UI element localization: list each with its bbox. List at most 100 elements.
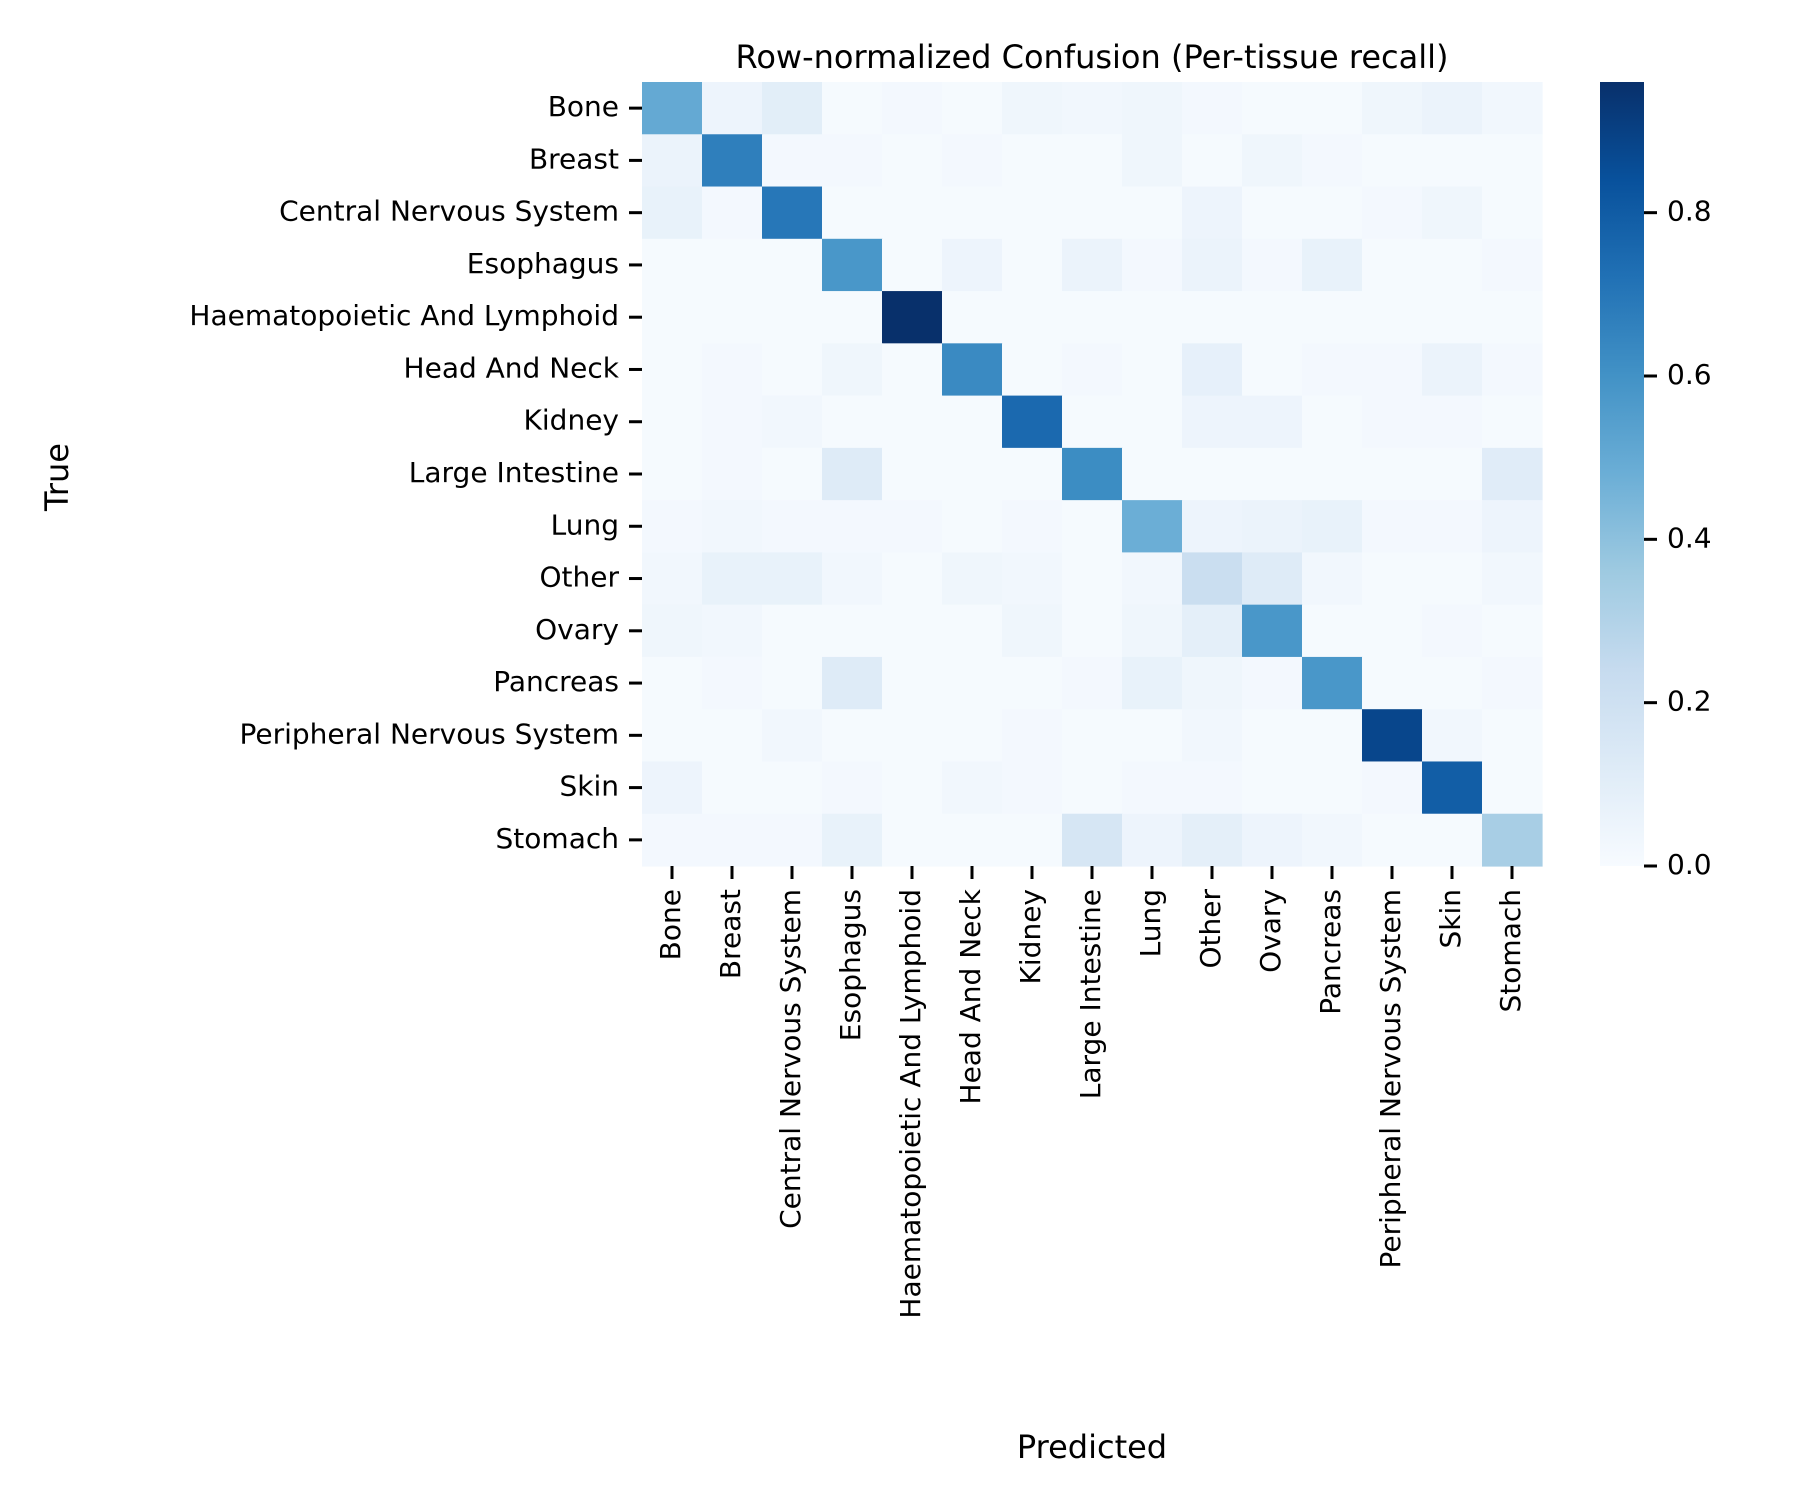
heatmap-cell [1302,447,1363,501]
colorbar-tick-label: 0.6 [1667,358,1712,391]
heatmap-cell [702,343,763,397]
heatmap-cell [762,552,823,606]
y-tick-label: Central Nervous System [279,195,619,228]
heatmap-cell [1302,813,1363,867]
heatmap-cell [1062,186,1123,240]
heatmap-cell [1242,604,1303,658]
heatmap-cell [1302,604,1363,658]
heatmap-cell [942,186,1003,240]
heatmap-cell [702,761,763,815]
heatmap-cell [1302,186,1363,240]
heatmap-cell [762,291,823,344]
heatmap-cell [642,343,703,397]
x-tick-label: Pancreas [1314,889,1347,1015]
heatmap-cell [1182,656,1243,710]
y-axis-label: True [38,443,76,512]
heatmap-cell [1362,500,1423,553]
x-tick-label: Peripheral Nervous System [1374,889,1407,1269]
heatmap-cell [642,238,703,292]
heatmap-cell [1122,604,1183,658]
heatmap-cell [1302,291,1363,344]
heatmap-cell [1182,447,1243,501]
heatmap-cell [882,134,943,188]
heatmap-cell [942,813,1003,867]
heatmap-cell [1422,656,1483,710]
x-tick-label: Bone [654,889,687,960]
heatmap-cell [1362,186,1423,240]
colorbar [1600,82,1644,866]
y-tick-label: Peripheral Nervous System [239,717,619,750]
heatmap-cell [822,813,883,867]
heatmap-cell [1062,813,1123,867]
heatmap-cell [942,395,1003,449]
heatmap-cell [882,813,943,867]
colorbar-ticks: 0.0 0.2 0.4 0.6 0.8 [1644,195,1712,881]
x-axis-ticks: Bone Breast Central Nervous System Esophagu… [654,866,1527,1319]
heatmap-cell [1422,395,1483,449]
heatmap-cell [1482,709,1543,763]
heatmap-cell [1002,604,1063,658]
x-tick-label: Haematopoietic And Lymphoid [894,889,927,1319]
heatmap-cell [762,709,823,763]
heatmap-cell [1002,761,1063,815]
heatmap-cell [762,238,823,292]
heatmap-cell [1062,238,1123,292]
heatmap-cell [1422,238,1483,292]
heatmap-cell [702,656,763,710]
heatmap-cell [1062,656,1123,710]
heatmap-cell [1302,552,1363,606]
heatmap-cell [642,447,703,501]
heatmap-cell [1422,500,1483,553]
heatmap-cell [1362,709,1423,763]
heatmap-cell [882,761,943,815]
heatmap-cell [702,395,763,449]
heatmap-cell [1242,395,1303,449]
heatmap-cell [702,134,763,188]
heatmap-cell [1182,761,1243,815]
heatmap-cell [882,500,943,553]
heatmap-cell [1362,291,1423,344]
heatmap-cell [1302,656,1363,710]
heatmap-cell [1182,343,1243,397]
y-tick-label: Stomach [496,822,619,855]
heatmap-cell [1482,343,1543,397]
heatmap-cell [1482,552,1543,606]
heatmap-cell [1122,395,1183,449]
heatmap-cell [942,291,1003,344]
heatmap-cell [1362,604,1423,658]
heatmap-cell [882,447,943,501]
x-tick-label: Other [1194,889,1227,969]
heatmap-cell [1482,656,1543,710]
heatmap-cell [1302,134,1363,188]
x-tick-label: Skin [1434,889,1467,949]
heatmap-cell [1242,709,1303,763]
heatmap-cell [1062,343,1123,397]
heatmap-cell [1242,343,1303,397]
heatmap-cell [702,186,763,240]
heatmap-cell [1482,604,1543,658]
heatmap-cell [1122,500,1183,553]
heatmap-cell [642,186,703,240]
heatmap-cell [942,134,1003,188]
heatmap-cell [822,82,883,135]
heatmap-cell [1242,291,1303,344]
y-tick-label: Haematopoietic And Lymphoid [189,299,619,332]
heatmap-cell [1002,343,1063,397]
x-tick-label: Esophagus [834,889,867,1041]
heatmap-cell [882,552,943,606]
heatmap-cell [702,500,763,553]
heatmap-cell [882,395,943,449]
y-tick-label: Pancreas [493,665,619,698]
x-tick-label: Kidney [1014,889,1047,984]
heatmap-cell [1482,395,1543,449]
colorbar-tick-label: 0.4 [1667,521,1712,554]
heatmap-cell [1422,447,1483,501]
heatmap-cell [942,709,1003,763]
heatmap-cell [1002,82,1063,135]
heatmap-cell [1062,82,1123,135]
heatmap-cell [822,761,883,815]
heatmap-cell [1182,709,1243,763]
heatmap-cell [1242,552,1303,606]
heatmap-cell [1362,343,1423,397]
